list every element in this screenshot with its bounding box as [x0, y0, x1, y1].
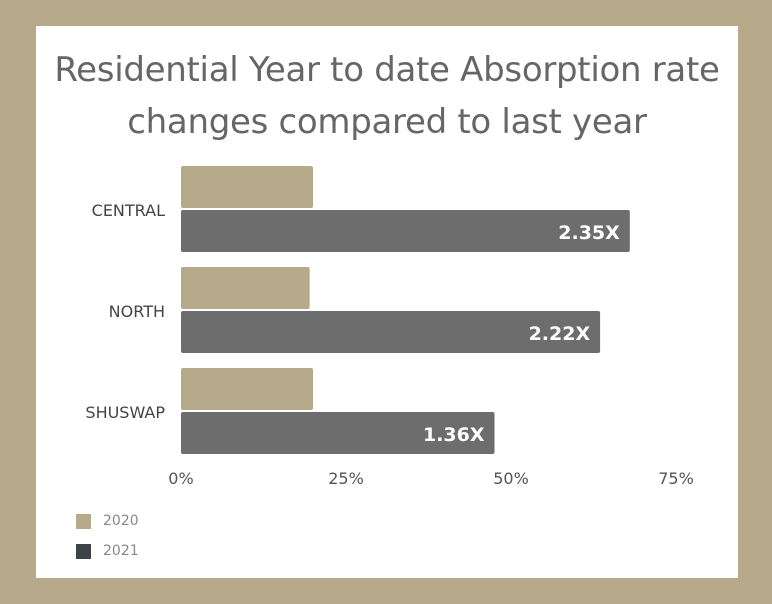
- data-label-north: 2.22X: [529, 323, 591, 345]
- category-label-central: CENTRAL: [92, 201, 165, 220]
- x-tick-label: 25%: [328, 469, 364, 488]
- data-label-central: 2.35X: [558, 222, 620, 244]
- bar-2020-shuswap: [181, 368, 313, 410]
- bar-2021-central: [181, 210, 630, 252]
- legend-item-2020: 2020: [76, 506, 139, 536]
- chart-card: Residential Year to date Absorption rate…: [36, 26, 738, 578]
- legend: 2020 2021: [76, 506, 139, 566]
- bar-2021-north: [181, 311, 601, 353]
- x-tick-label: 75%: [658, 469, 694, 488]
- x-tick-label: 0%: [168, 469, 193, 488]
- data-label-shuswap: 1.36X: [423, 424, 485, 446]
- chart-title-line-1: Residential Year to date Absorption rate: [54, 50, 720, 90]
- chart-title-line-2: changes compared to last year: [127, 102, 647, 142]
- legend-label-2021: 2021: [103, 543, 139, 559]
- legend-item-2021: 2021: [76, 536, 139, 566]
- bar-2021-shuswap: [181, 412, 495, 454]
- bar-2020-central: [181, 166, 313, 208]
- legend-label-2020: 2020: [103, 513, 139, 529]
- bar-2020-north: [181, 267, 310, 309]
- legend-swatch-2021: [76, 543, 91, 559]
- chart-title: Residential Year to date Absorption rate…: [36, 44, 738, 148]
- category-label-north: NORTH: [109, 302, 165, 321]
- legend-swatch-2020: [76, 513, 91, 529]
- bar-chart: 2.35X CENTRAL 2.22X NORTH 1.36X SHUSWAP 0% 25% 5…: [85, 166, 694, 488]
- category-label-shuswap: SHUSWAP: [85, 403, 165, 422]
- x-tick-label: 50%: [493, 469, 529, 488]
